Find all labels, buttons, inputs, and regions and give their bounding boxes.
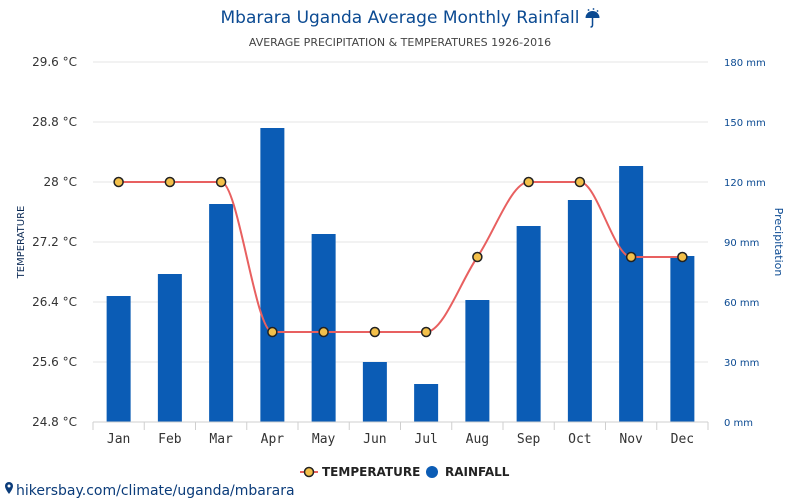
source-url[interactable]: hikersbay.com/climate/uganda/mbarara	[16, 483, 295, 499]
legend-label-temperature: TEMPERATURE	[322, 465, 420, 479]
x-tick-label: Jun	[363, 432, 386, 447]
chart-title: Mbarara Uganda Average Monthly Rainfall	[220, 8, 579, 28]
rainfall-bar[interactable]	[209, 204, 234, 422]
rainfall-bar[interactable]	[157, 274, 182, 422]
temperature-point[interactable]	[574, 176, 586, 188]
legend-rainfall-marker	[426, 466, 438, 478]
rainfall-bar[interactable]	[516, 226, 541, 422]
right-tick-label: 150 mm	[724, 118, 766, 129]
temperature-point[interactable]	[318, 326, 329, 338]
left-tick-label: 29.6 °C	[32, 55, 77, 69]
temperature-point[interactable]	[472, 251, 483, 263]
temperature-line	[113, 176, 688, 338]
right-tick-label: 0 mm	[724, 418, 753, 429]
right-tick-label: 90 mm	[724, 238, 759, 249]
umbrella-icon	[585, 8, 600, 28]
x-tick-label: May	[312, 432, 336, 447]
x-tick-label: Oct	[568, 432, 591, 447]
left-tick-label: 28.8 °C	[32, 115, 77, 129]
temperature-line-path	[118, 181, 683, 333]
x-tick-label: Nov	[619, 432, 643, 447]
rainfall-bar[interactable]	[106, 296, 131, 422]
right-tick-label: 60 mm	[724, 298, 759, 309]
rainfall-bar[interactable]	[260, 128, 285, 422]
rainfall-bar[interactable]	[567, 200, 592, 422]
x-tick-label: Apr	[261, 432, 285, 447]
rainfall-bar[interactable]	[362, 362, 387, 422]
x-tick-label: Dec	[671, 432, 694, 447]
temperature-point[interactable]	[267, 326, 278, 338]
temperature-point[interactable]	[215, 176, 227, 188]
x-tick-label: Mar	[209, 432, 233, 447]
temperature-point[interactable]	[164, 176, 176, 188]
legend-temperature-marker	[303, 466, 315, 478]
source-link[interactable]: hikersbay.com/climate/uganda/mbarara	[5, 482, 295, 499]
left-tick-label: 26.4 °C	[32, 295, 77, 309]
rainfall-bar[interactable]	[465, 300, 490, 422]
temperature-point[interactable]	[625, 251, 637, 263]
right-tick-label: 180 mm	[724, 58, 766, 69]
right-axis-ticks: 0 mm 30 mm 60 mm 90 mm 120 mm 150 mm 180 mm	[724, 58, 766, 429]
temperature-point[interactable]	[369, 326, 381, 338]
temperature-point[interactable]	[113, 176, 124, 188]
temperature-point[interactable]	[677, 251, 688, 263]
legend-item-temperature[interactable]: TEMPERATURE	[300, 465, 420, 479]
left-tick-label: 25.6 °C	[32, 355, 77, 369]
right-tick-label: 120 mm	[724, 178, 766, 189]
left-tick-label: 24.8 °C	[32, 415, 77, 429]
left-axis-label: TEMPERATURE	[16, 206, 27, 280]
pin-icon	[5, 482, 13, 494]
legend: TEMPERATURE RAINFALL	[300, 465, 510, 479]
x-tick-label: Jan	[107, 432, 130, 447]
x-tick-label: Sep	[517, 432, 541, 447]
temperature-point[interactable]	[523, 176, 534, 188]
right-axis-label: Precipitation	[772, 208, 785, 277]
temperature-point[interactable]	[420, 326, 432, 338]
left-tick-label: 28 °C	[44, 175, 77, 189]
rainfall-bars	[106, 128, 695, 422]
rainfall-bar[interactable]	[670, 256, 695, 422]
legend-label-rainfall: RAINFALL	[445, 465, 510, 479]
left-axis-ticks: 24.8 °C 25.6 °C 26.4 °C 27.2 °C 28 °C 28.8 °C…	[32, 55, 77, 429]
rainfall-bar[interactable]	[414, 384, 439, 422]
chart-subtitle: AVERAGE PRECIPITATION & TEMPERATURES 192…	[249, 36, 551, 49]
left-tick-label: 27.2 °C	[32, 235, 77, 249]
x-tick-label: Aug	[466, 432, 489, 447]
x-tick-label: Feb	[158, 432, 182, 447]
x-tick-label: Jul	[414, 432, 437, 447]
x-axis: Jan Feb Mar Apr May Jun Jul Aug Sep Oct Nov Dec	[92, 421, 709, 447]
right-tick-label: 30 mm	[724, 358, 759, 369]
rainfall-bar[interactable]	[619, 166, 644, 422]
legend-item-rainfall[interactable]: RAINFALL	[426, 465, 510, 479]
